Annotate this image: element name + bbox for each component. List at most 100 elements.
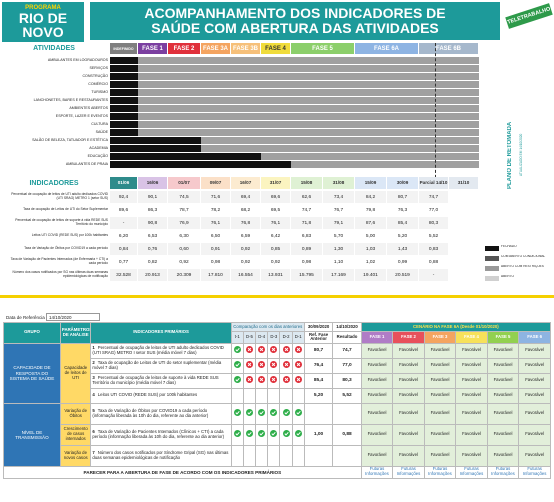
indicator-cell: 5 Taxa de Variação de Óbitos por COVID19 … xyxy=(90,402,232,425)
result-cell xyxy=(332,402,362,425)
param-cell: Crescimento de casos internados xyxy=(59,423,92,446)
indicator-value: 73,4 xyxy=(323,191,354,203)
indicator-value: 5,70 xyxy=(323,230,354,242)
result-cell xyxy=(332,444,362,467)
open-bar xyxy=(138,72,479,80)
indicator-value: - xyxy=(419,269,448,281)
indicator-value: 78,2 xyxy=(201,204,230,216)
indicator-value: 62,6 xyxy=(291,191,322,203)
status-cell xyxy=(291,402,305,425)
result-cell: 0,88 xyxy=(332,423,362,446)
open-bar xyxy=(201,136,479,144)
status-icon xyxy=(294,376,302,384)
table-row: t-1 D-5 D-4 D-3 D-2 D-1 Ref. Fase Anterior Resu… xyxy=(4,331,551,344)
closed-bar xyxy=(110,144,201,152)
date-header: 31/10 xyxy=(449,177,478,189)
indicator-value: 0,82 xyxy=(138,256,167,268)
status-cell xyxy=(255,387,269,404)
side-title: PLANO DE RETOMADA xyxy=(507,121,513,189)
scenario-cell: Favorável xyxy=(423,357,457,374)
scenario-cell: Favorável xyxy=(423,423,457,446)
scenario-cell: Favorável xyxy=(518,357,551,374)
status-cell xyxy=(267,372,281,389)
scenario-cell: Favorável xyxy=(360,342,394,359)
param-cell: Variação de Óbitos xyxy=(59,402,92,425)
date-header: 15/09 xyxy=(355,177,386,189)
divider xyxy=(0,295,554,298)
indicator-value: 1,02 xyxy=(355,256,386,268)
status-cell xyxy=(279,387,293,404)
indicator-value: 76,7 xyxy=(323,204,354,216)
indicator-value: 79,1 xyxy=(323,217,354,229)
param-header: PARÂMETROS DE ANÁLISE xyxy=(59,322,92,344)
activity-label: CULTURA xyxy=(91,122,108,126)
indicator-label: Taxa de ocupação de Leitos de UTI do Set… xyxy=(23,207,108,212)
activities-label: ATIVIDADES xyxy=(33,45,75,52)
indicator-value: 0,92 xyxy=(261,256,290,268)
scenario-cell: Favorável xyxy=(392,357,425,374)
indicator-value: 20.309 xyxy=(168,269,200,281)
status-cell xyxy=(291,423,305,446)
indicator-value: 86,3 xyxy=(138,204,167,216)
status-cell xyxy=(230,357,244,374)
status-cell xyxy=(255,402,269,425)
status-cell xyxy=(255,444,269,467)
legend-swatch xyxy=(485,266,499,271)
scenario-cell: Favorável xyxy=(423,372,457,389)
open-bar xyxy=(138,112,479,120)
indicator-text: Número dos casos notificados por Síndrom… xyxy=(92,449,229,460)
status-cell xyxy=(242,357,257,374)
activity-label: AMBULANTES DE PRAIA xyxy=(65,162,108,166)
indicator-value: 68,2 xyxy=(231,204,260,216)
footer: PARECER PARA A ABERTURA DE FASE DE ACORD… xyxy=(3,465,362,479)
scenario-cell: Favorável xyxy=(423,402,457,425)
status-cell xyxy=(230,423,244,446)
activity-label: AMBULANTES EM LOGRADOUROS xyxy=(47,58,108,62)
closed-bar xyxy=(110,80,138,88)
status-cell xyxy=(267,444,281,467)
indicator-table: GRUPO PARÂMETROS DE ANÁLISE INDICADORES PR… xyxy=(3,322,552,479)
indicator-value: 90,8 xyxy=(138,217,167,229)
phase-header: FASE 2 xyxy=(168,43,200,54)
day-header: D-4 xyxy=(255,331,269,344)
status-icon xyxy=(258,346,266,354)
indicator-value: 85,4 xyxy=(387,217,418,229)
indicator-value: 90,1 xyxy=(138,191,167,203)
status-icon xyxy=(270,430,278,438)
status-cell xyxy=(230,342,244,359)
status-cell xyxy=(267,342,281,359)
activity-label: COMÉRCIO xyxy=(88,82,108,86)
ref-cell: 85,4 xyxy=(303,372,334,389)
status-icon xyxy=(245,346,253,354)
indicator-value: 6,53 xyxy=(138,230,167,242)
day-header: D-5 xyxy=(242,331,257,344)
date-header: 01/06 xyxy=(110,177,137,189)
indicator-value: 78,7 xyxy=(168,204,200,216)
indicator-number: 1 xyxy=(92,344,95,350)
indicator-number: 5 xyxy=(92,407,95,413)
indicator-value: 74,7 xyxy=(419,191,448,203)
status-cell xyxy=(279,402,293,425)
indicator-value: 87,6 xyxy=(355,217,386,229)
future-cell: Futuras Informações xyxy=(518,465,551,479)
indicator-value: 6,83 xyxy=(291,230,322,242)
scenario-cell: Favorável xyxy=(360,357,394,374)
param-cell: Capacidade de leitos de UTI xyxy=(59,342,92,404)
indicator-value: 0,91 xyxy=(201,243,230,255)
status-cell xyxy=(291,342,305,359)
status-icon xyxy=(233,430,241,438)
open-bar xyxy=(138,128,479,136)
future-cell: Futuras Informações xyxy=(392,465,425,479)
group-cell: CAPACIDADE DE RESPOSTA DO SISTEMA DE SAÚ… xyxy=(3,342,61,404)
status-icon xyxy=(270,361,278,369)
indicator-value: 5,00 xyxy=(355,230,386,242)
scenario-cell: Favorável xyxy=(360,423,394,446)
status-icon xyxy=(245,361,253,369)
closed-bar xyxy=(110,136,201,144)
ref-date[interactable]: 14/10/2020 xyxy=(46,313,100,321)
open-bar xyxy=(201,144,479,152)
indicator-value: 1,10 xyxy=(323,256,354,268)
indicator-value: 1,03 xyxy=(355,243,386,255)
legend-label: COM ABERTO CONDICIONAL xyxy=(501,255,546,258)
scenario-cell: Favorável xyxy=(423,342,457,359)
